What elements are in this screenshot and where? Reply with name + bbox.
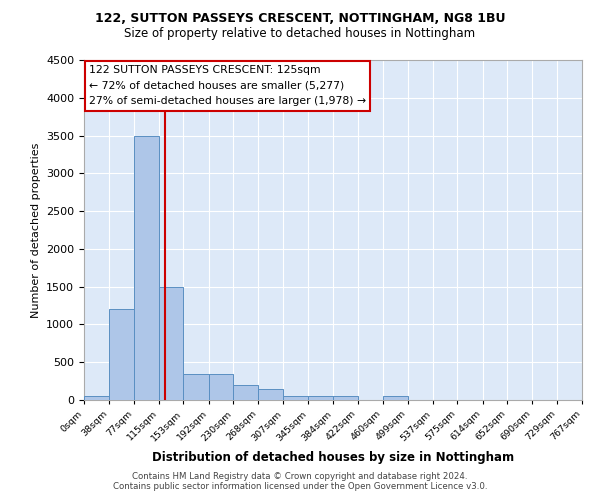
Bar xyxy=(84,396,109,400)
Bar xyxy=(109,310,134,400)
Bar xyxy=(134,136,158,400)
Text: Size of property relative to detached houses in Nottingham: Size of property relative to detached ho… xyxy=(124,28,476,40)
Bar xyxy=(334,396,358,400)
Text: Contains public sector information licensed under the Open Government Licence v3: Contains public sector information licen… xyxy=(113,482,487,491)
Text: Contains HM Land Registry data © Crown copyright and database right 2024.: Contains HM Land Registry data © Crown c… xyxy=(132,472,468,481)
Bar xyxy=(258,388,283,400)
Text: 122 SUTTON PASSEYS CRESCENT: 125sqm
← 72% of detached houses are smaller (5,277): 122 SUTTON PASSEYS CRESCENT: 125sqm ← 72… xyxy=(89,65,366,106)
Bar xyxy=(308,396,334,400)
Bar xyxy=(383,396,408,400)
Bar xyxy=(209,374,233,400)
Y-axis label: Number of detached properties: Number of detached properties xyxy=(31,142,41,318)
Bar xyxy=(158,286,184,400)
Bar xyxy=(283,396,308,400)
Bar xyxy=(233,385,258,400)
Text: 122, SUTTON PASSEYS CRESCENT, NOTTINGHAM, NG8 1BU: 122, SUTTON PASSEYS CRESCENT, NOTTINGHAM… xyxy=(95,12,505,26)
X-axis label: Distribution of detached houses by size in Nottingham: Distribution of detached houses by size … xyxy=(152,451,514,464)
Bar xyxy=(184,374,209,400)
